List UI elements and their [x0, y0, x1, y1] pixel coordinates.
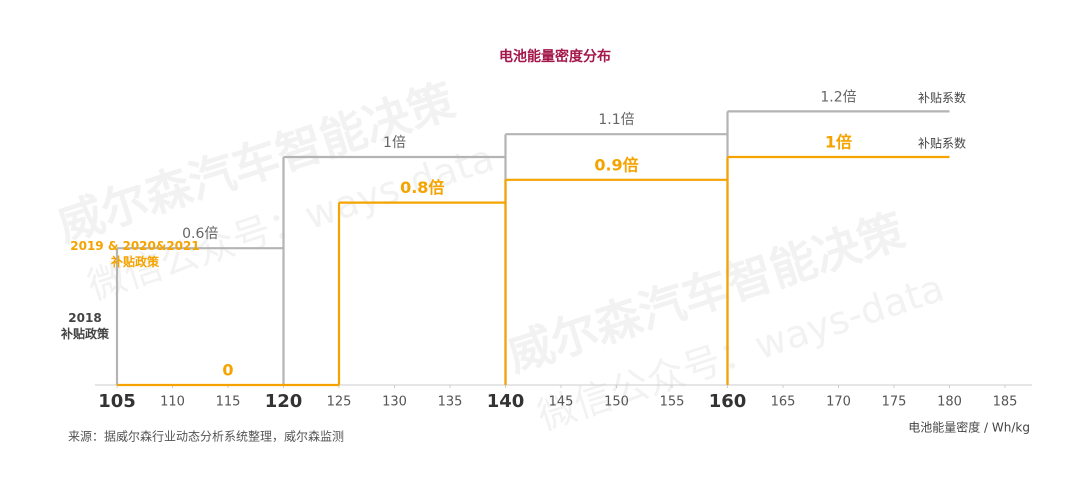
x-tick-label: 135	[438, 395, 463, 410]
x-tick-label: 165	[771, 395, 796, 410]
annotation: 补贴系数	[918, 136, 966, 151]
data-label: 1倍	[383, 135, 406, 151]
x-tick-label: 115	[216, 395, 241, 410]
x-tick-label: 105	[98, 391, 136, 412]
x-tick-label: 145	[549, 395, 574, 410]
x-tick-label: 130	[382, 395, 407, 410]
data-label: 0.6倍	[182, 226, 218, 242]
x-axis-label: 电池能量密度 / Wh/kg	[908, 420, 1030, 435]
x-tick-label: 185	[993, 395, 1018, 410]
x-tick-label: 155	[660, 395, 685, 410]
legend-entry: 2019 & 2020&2021 补贴政策	[70, 239, 200, 269]
data-label: 0.8倍	[400, 178, 444, 197]
x-tick-label: 170	[826, 395, 851, 410]
x-tick-label: 120	[265, 391, 303, 412]
data-label: 1.2倍	[820, 89, 856, 105]
x-tick-label: 175	[882, 395, 907, 410]
legend-entry: 2018 补贴政策	[60, 311, 109, 341]
x-tick-label: 110	[160, 395, 185, 410]
data-label: 1倍	[825, 133, 852, 152]
data-label: 0.9倍	[594, 155, 638, 174]
chart-title: 电池能量密度分布	[499, 48, 611, 65]
data-label: 1.1倍	[598, 112, 634, 128]
x-tick-label: 160	[709, 391, 747, 412]
data-label: 0	[222, 361, 233, 380]
source: 来源：据威尔森行业动态分析系统整理，威尔森监测	[68, 429, 344, 444]
annotation: 补贴系数	[918, 90, 966, 105]
x-tick-label: 125	[327, 395, 352, 410]
x-tick-label: 180	[937, 395, 962, 410]
x-tick-label: 150	[604, 395, 629, 410]
x-tick-label: 140	[487, 391, 525, 412]
